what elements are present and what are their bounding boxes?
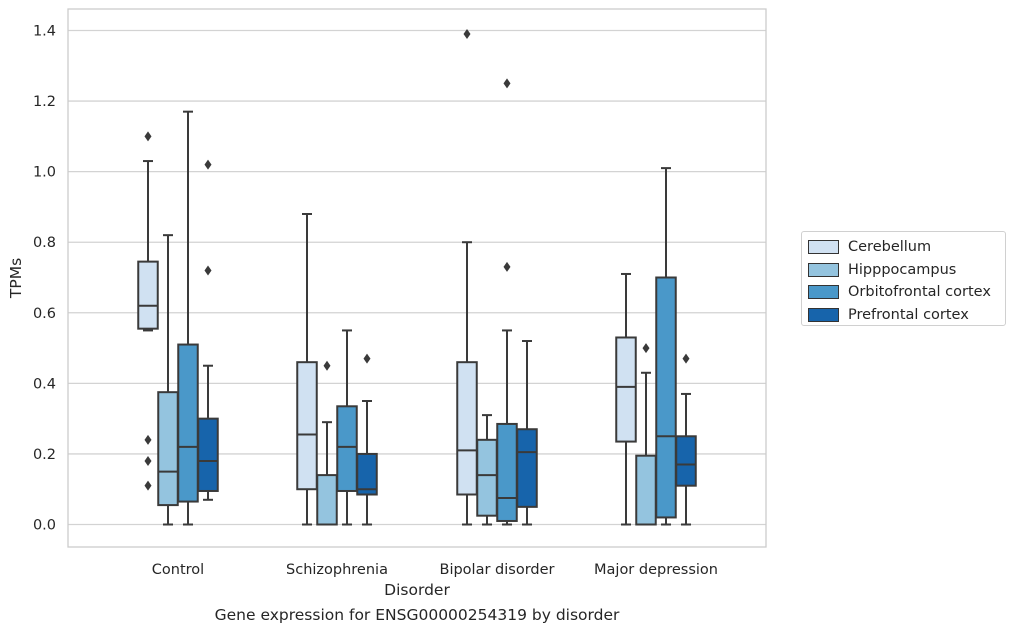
legend-item: Prefrontal cortex: [808, 304, 1005, 327]
box-hipppocampus-schizophrenia: [316, 360, 338, 526]
y-tick-label: 0.8: [33, 235, 56, 251]
outlier-point: [144, 434, 152, 445]
y-tick-labels: 0.0 0.2 0.4 0.6 0.8 1.0 1.2 1.4: [33, 24, 56, 534]
box-prefrontal-cortex-bipolar-disorder: [516, 340, 538, 526]
box-cerebellum-major-depression: [615, 272, 637, 526]
outlier-point: [144, 131, 152, 142]
legend-item: Cerebellum: [808, 236, 1005, 259]
box-cerebellum-bipolar-disorder: [456, 29, 478, 526]
box-prefrontal-cortex-major-depression: [675, 353, 697, 526]
box-iqr: [177, 343, 199, 503]
box-cerebellum-control: [137, 131, 159, 491]
box-iqr: [635, 454, 657, 526]
box-iqr: [456, 361, 478, 496]
box-orbitofrontal-cortex-major-depression: [655, 167, 677, 526]
y-tick-label: 0.4: [33, 376, 56, 392]
box-orbitofrontal-cortex-bipolar-disorder: [496, 78, 518, 526]
box-iqr: [655, 276, 677, 519]
y-tick-label: 1.2: [33, 94, 56, 110]
box-iqr: [336, 405, 358, 492]
box-hipppocampus-bipolar-disorder: [476, 414, 498, 526]
y-tick-label: 0.6: [33, 306, 56, 322]
outlier-point: [144, 455, 152, 466]
plot-area-frame: [67, 8, 767, 548]
box-iqr: [157, 391, 179, 507]
x-tick-label: Control: [152, 562, 204, 578]
box-hipppocampus-major-depression: [635, 343, 657, 526]
outlier-point: [642, 343, 650, 354]
box-iqr: [356, 452, 378, 496]
box-iqr: [197, 417, 219, 492]
box-iqr: [615, 336, 637, 443]
box-prefrontal-cortex-schizophrenia: [356, 353, 378, 526]
chart-legend: Cerebellum Hipppocampus Orbitofrontal cort…: [801, 231, 1006, 326]
box-prefrontal-cortex-control: [197, 159, 219, 501]
box-iqr: [296, 361, 318, 491]
y-tick-label: 0.0: [33, 518, 56, 534]
legend-item: Orbitofrontal cortex: [808, 281, 1005, 304]
legend-label: Orbitofrontal cortex: [848, 284, 991, 301]
box-orbitofrontal-cortex-control: [177, 110, 199, 526]
box-iqr: [316, 474, 338, 526]
box-iqr: [516, 428, 538, 508]
x-tick-label: Major depression: [594, 562, 718, 578]
outlier-point: [503, 261, 511, 272]
box-iqr: [496, 422, 518, 522]
outlier-point: [682, 353, 690, 364]
legend-swatch: [808, 307, 839, 322]
outlier-point: [144, 480, 152, 491]
legend-swatch: [808, 285, 839, 300]
x-axis-label: Disorder: [384, 581, 450, 599]
outlier-point: [204, 265, 212, 276]
box-iqr: [476, 438, 498, 517]
x-tick-label: Schizophrenia: [286, 562, 388, 578]
y-tick-label: 1.0: [33, 165, 56, 181]
outlier-point: [363, 353, 371, 364]
y-axis-label: TPMs: [7, 258, 25, 299]
box-iqr: [675, 435, 697, 487]
legend-item: Hipppocampus: [808, 259, 1005, 282]
outlier-point: [503, 78, 511, 89]
box-iqr: [137, 260, 159, 330]
outlier-point: [323, 360, 331, 371]
x-tick-label: Bipolar disorder: [440, 562, 555, 578]
legend-swatch: [808, 262, 839, 277]
chart-caption: Gene expression for ENSG00000254319 by d…: [214, 606, 620, 624]
legend-swatch: [808, 240, 839, 255]
legend-label: Hipppocampus: [848, 261, 957, 278]
box-cerebellum-schizophrenia: [296, 212, 318, 526]
box-orbitofrontal-cortex-schizophrenia: [336, 329, 358, 526]
legend-label: Cerebellum: [848, 239, 932, 256]
plot-marks: [137, 29, 697, 526]
y-tick-label: 0.2: [33, 447, 56, 463]
outlier-point: [204, 159, 212, 170]
box-hipppocampus-control: [157, 234, 179, 526]
legend-label: Prefrontal cortex: [848, 306, 969, 323]
outlier-point: [463, 29, 471, 40]
x-tick-labels: Control Schizophrenia Bipolar disorder Majo…: [152, 562, 718, 578]
y-tick-label: 1.4: [33, 24, 56, 40]
